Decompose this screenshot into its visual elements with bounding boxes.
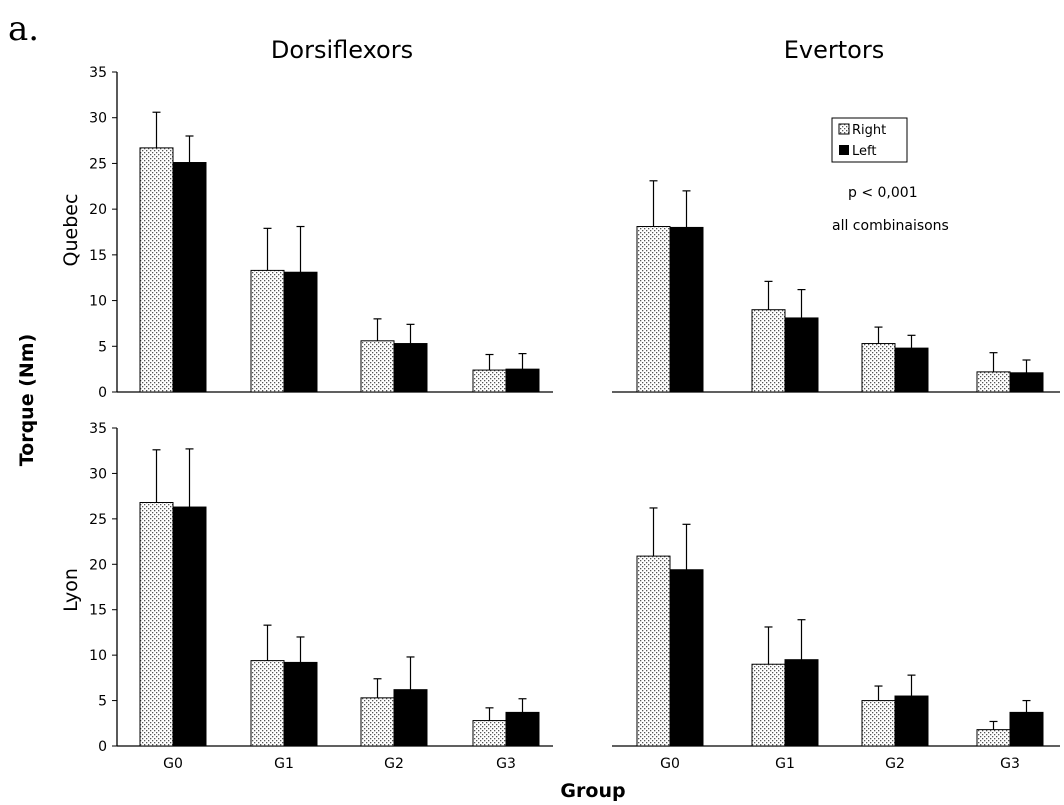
- bar-left-g2: [393, 343, 428, 393]
- bar-left-g3: [1009, 711, 1044, 747]
- bar-right-g1: [751, 663, 786, 747]
- y-tick-label: 5: [98, 694, 107, 710]
- panel-lyon-dorsiflexors: 0 5 10 15 20 25 30 35 G0 G1 G2 G3: [89, 421, 553, 772]
- bar-left-g3: [1009, 372, 1044, 393]
- bar-left-g1: [784, 317, 819, 393]
- bar-right-g3: [976, 371, 1011, 393]
- y-tick-label: 5: [98, 339, 107, 355]
- x-tick-label-g3: G3: [1000, 756, 1020, 772]
- x-tick-label-g2: G2: [384, 756, 404, 772]
- bar-right-g2: [861, 343, 896, 393]
- column-title-evertors: Evertors: [784, 36, 884, 64]
- bar-right-g1: [250, 269, 285, 393]
- panel-quebec-dorsiflexors: 0 5 10 15 20 25 30 35: [89, 65, 553, 401]
- x-tick-label-g1: G1: [775, 756, 795, 772]
- y-tick-label: 25: [89, 512, 107, 528]
- bar-right-g1: [250, 660, 285, 747]
- bar-right-g3: [472, 720, 507, 747]
- y-tick-label: 35: [89, 65, 107, 81]
- legend-label-right: Right: [852, 123, 886, 138]
- panel-lyon-evertors: G0 G1 G2 G3: [612, 507, 1060, 772]
- panel-quebec-evertors: [612, 180, 1060, 393]
- y-tick-label: 30: [89, 111, 107, 127]
- y-tick-label: 30: [89, 466, 107, 482]
- bar-right-g0: [636, 555, 671, 747]
- bar-left-g3: [505, 711, 540, 747]
- x-tick-label-g0: G0: [163, 756, 183, 772]
- row-label-lyon: Lyon: [60, 568, 82, 612]
- bar-left-g0: [172, 162, 207, 393]
- bar-left-g3: [505, 368, 540, 393]
- y-tick-label: 25: [89, 156, 107, 172]
- y-tick-label: 0: [98, 739, 107, 755]
- x-tick-label-g1: G1: [274, 756, 294, 772]
- y-tick-label: 15: [89, 603, 107, 619]
- y-axis-title: Torque (Nm): [16, 334, 38, 467]
- column-title-dorsiflexors: Dorsiflexors: [271, 36, 413, 64]
- bar-right-g0: [139, 147, 174, 393]
- legend-swatch-left: [839, 145, 849, 155]
- bar-left-g2: [393, 689, 428, 747]
- bar-right-g0: [636, 226, 671, 393]
- bar-left-g1: [283, 661, 318, 747]
- bar-right-g1: [751, 309, 786, 393]
- y-tick-label: 15: [89, 248, 107, 264]
- bar-left-g1: [283, 271, 318, 393]
- legend-label-left: Left: [852, 144, 876, 159]
- x-tick-label-g0: G0: [660, 756, 680, 772]
- legend-swatch-right: [838, 123, 850, 135]
- bar-left-g0: [172, 506, 207, 747]
- x-tick-label-g2: G2: [885, 756, 905, 772]
- bar-left-g2: [894, 347, 929, 393]
- bar-left-g0: [669, 226, 704, 393]
- bar-left-g1: [784, 659, 819, 747]
- y-tick-label: 35: [89, 421, 107, 437]
- y-tick-label: 10: [89, 648, 107, 664]
- bar-right-g2: [360, 697, 395, 747]
- annotation-combinations: all combinaisons: [832, 218, 949, 234]
- row-label-quebec: Quebec: [60, 194, 82, 267]
- y-tick-label: 0: [98, 385, 107, 401]
- x-tick-label-g3: G3: [496, 756, 516, 772]
- legend: Right Left: [831, 117, 908, 163]
- bar-right-g0: [139, 502, 174, 747]
- bar-right-g3: [472, 369, 507, 393]
- x-axis-title: Group: [560, 780, 625, 802]
- y-tick-label: 10: [89, 294, 107, 310]
- annotation-p-value: p < 0,001: [848, 185, 918, 201]
- bar-right-g3: [976, 729, 1011, 747]
- bar-left-g0: [669, 569, 704, 747]
- bar-right-g2: [360, 340, 395, 393]
- y-tick-label: 20: [89, 202, 107, 218]
- y-tick-label: 20: [89, 557, 107, 573]
- figure-label: a.: [8, 9, 39, 49]
- panels: 0 5 10 15 20 25 30 35 0 5 10 15 20 25 30 35 G0 G1 G2 G3 G0 G1…: [89, 65, 1060, 772]
- bar-left-g2: [894, 695, 929, 747]
- bar-right-g2: [861, 700, 896, 747]
